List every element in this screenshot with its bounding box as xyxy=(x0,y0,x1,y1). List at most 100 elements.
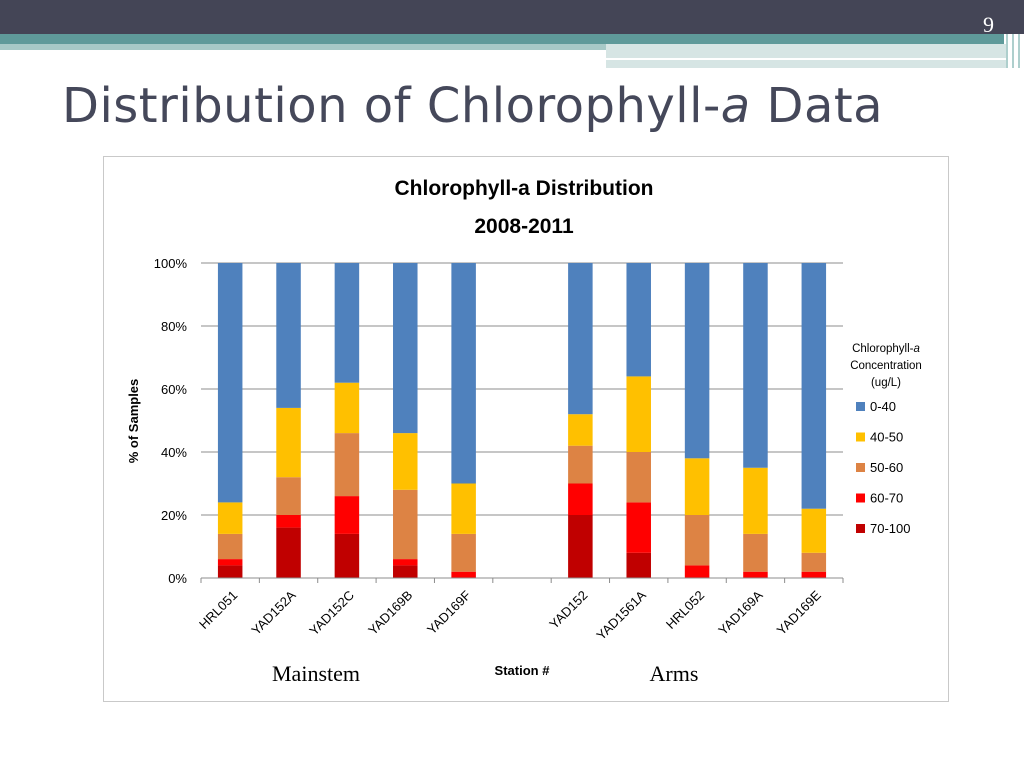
y-tick-label: 60% xyxy=(161,382,187,397)
slide-number: 9 xyxy=(983,12,994,37)
bar-segment xyxy=(276,263,301,408)
bar-segment xyxy=(276,527,301,578)
x-tick-label: YAD152A xyxy=(248,587,299,638)
x-tick-label: YAD1561A xyxy=(593,587,649,643)
slide-title-end: Data xyxy=(750,78,884,134)
chart-frame: Chlorophyll-a Distribution 2008-2011 0% 2… xyxy=(103,156,949,702)
header-light-band xyxy=(0,44,606,50)
bar-segment xyxy=(743,533,768,572)
bar-segment xyxy=(626,452,651,503)
bar-segment xyxy=(217,565,243,578)
legend-title-italic: a xyxy=(913,343,919,355)
legend-swatch xyxy=(856,463,865,472)
legend-label: 60-70 xyxy=(870,491,903,506)
bar-segment xyxy=(743,571,768,578)
legend-swatch xyxy=(856,402,865,411)
chart-subtitle: 2008-2011 xyxy=(474,215,574,238)
bar-segment xyxy=(684,515,710,566)
y-tick-label: 20% xyxy=(161,508,187,523)
bar-segment xyxy=(626,376,651,452)
bar-segment xyxy=(393,489,418,560)
x-tick-label: HRL052 xyxy=(663,588,707,632)
bar-segment xyxy=(451,263,476,484)
bar-segment xyxy=(393,263,418,434)
legend: 0-40 40-50 50-60 60-70 70-100 xyxy=(856,399,910,536)
bar-segment xyxy=(276,515,301,528)
legend-swatch xyxy=(856,493,865,503)
y-tick-label: 100% xyxy=(154,256,188,271)
bar-segment xyxy=(684,458,710,515)
x-tick-label: YAD169A xyxy=(715,587,766,638)
bar-segment xyxy=(393,433,418,490)
bar-segment xyxy=(743,263,768,468)
header-divider xyxy=(606,58,1006,60)
bar-segment xyxy=(801,552,827,572)
bars xyxy=(217,263,827,578)
edge-decoration xyxy=(1004,34,1024,68)
y-axis-label: % of Samples xyxy=(126,379,141,464)
legend-label: 70-100 xyxy=(870,521,910,536)
legend-swatch xyxy=(856,432,865,442)
bar-segment xyxy=(451,483,476,534)
bar-segment xyxy=(568,445,593,484)
bar-segment xyxy=(801,263,827,509)
bar-segment xyxy=(568,515,593,578)
bar-segment xyxy=(451,533,476,572)
x-tick-label: YAD169E xyxy=(774,587,825,638)
bar-segment xyxy=(684,565,710,578)
x-tick-label: YAD169F xyxy=(424,587,474,637)
x-tick-label: YAD169B xyxy=(365,588,415,638)
bar-segment xyxy=(217,263,243,503)
bar-segment xyxy=(743,467,768,534)
bar-segment xyxy=(393,559,418,566)
bar-segment xyxy=(568,483,593,515)
bar-segment xyxy=(626,552,651,578)
bar-segment xyxy=(393,565,418,578)
legend-label: 40-50 xyxy=(870,430,903,445)
bar-segment xyxy=(568,414,593,446)
slide-title-italic: a xyxy=(720,78,751,134)
header-accent-band xyxy=(0,34,1004,44)
slide-title: Distribution of Chlorophyll-a Data xyxy=(62,78,883,134)
x-tick-label: YAD152 xyxy=(546,588,590,632)
bar-segment xyxy=(626,263,651,377)
header-right-band xyxy=(606,44,1006,68)
stacked-bar-chart: Chlorophyll-a Distribution 2008-2011 0% 2… xyxy=(126,177,922,686)
y-tick-label: 0% xyxy=(168,571,187,586)
x-axis xyxy=(200,577,844,583)
bar-segment xyxy=(334,496,360,534)
bar-segment xyxy=(684,263,710,459)
bar-segment xyxy=(334,533,360,578)
slide-title-main: Distribution of Chlorophyll- xyxy=(62,78,721,134)
bar-segment xyxy=(276,477,301,515)
legend-title-line1: Chlorophyll-a xyxy=(852,343,920,355)
x-axis-tick-labels: HRL051 YAD152A YAD152C YAD169B YAD169F YAD152… xyxy=(196,587,824,643)
bar-segment xyxy=(334,433,360,497)
bar-segment xyxy=(334,382,360,434)
bar-segment xyxy=(217,559,243,566)
y-tick-label: 80% xyxy=(161,319,187,334)
legend-title-word: Chlorophyll- xyxy=(852,343,914,355)
legend-swatch xyxy=(856,524,865,533)
x-tick-label: HRL051 xyxy=(196,588,240,632)
y-tick-label: 40% xyxy=(161,445,187,460)
chart-title: Chlorophyll-a Distribution xyxy=(395,177,654,200)
gridlines xyxy=(201,262,843,516)
bar-segment xyxy=(334,263,360,383)
legend-label: 0-40 xyxy=(870,399,896,414)
bar-segment xyxy=(801,508,827,553)
x-tick-label: YAD152C xyxy=(306,588,357,639)
bar-segment xyxy=(568,263,593,415)
bar-segment xyxy=(626,502,651,553)
group-label-arms: Arms xyxy=(650,661,699,686)
group-label-mainstem: Mainstem xyxy=(272,661,360,686)
bar-segment xyxy=(217,533,243,560)
bar-segment xyxy=(276,407,301,478)
bar-segment xyxy=(801,571,827,578)
bar-segment xyxy=(217,502,243,534)
bar-segment xyxy=(451,571,476,578)
y-axis-ticks: 0% 20% 40% 60% 80% 100% xyxy=(154,256,188,586)
header-band xyxy=(0,0,1024,34)
legend-label: 50-60 xyxy=(870,460,903,475)
x-axis-label: Station # xyxy=(495,663,551,678)
